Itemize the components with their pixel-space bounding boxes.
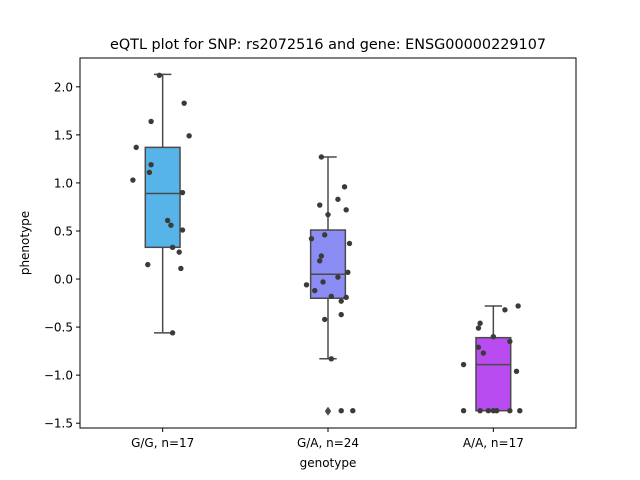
- y-tick-label: −0.5: [44, 321, 73, 335]
- data-point: [477, 408, 483, 414]
- x-axis-label: genotype: [300, 456, 357, 470]
- outlier-marker: [325, 407, 331, 416]
- data-point: [507, 408, 513, 414]
- data-point: [460, 361, 467, 368]
- y-tick-label: 2.0: [54, 80, 73, 94]
- data-point: [308, 235, 315, 242]
- data-point: [517, 408, 523, 414]
- axes-layer: 2.0 1.5 1.0 0.5 0.0 −0.5 −1.0 −1.5 G/G, n=17 G/A,…: [44, 80, 524, 450]
- data-point: [343, 207, 349, 213]
- data-point: [178, 265, 184, 272]
- data-point: [168, 222, 174, 228]
- plot-frame: [79, 57, 577, 429]
- data-point: [338, 298, 344, 304]
- data-point: [346, 240, 353, 247]
- box-iqr: [144, 146, 181, 249]
- data-point: [169, 244, 176, 251]
- y-tick-label: 0.5: [54, 224, 73, 238]
- y-tick-label: −1.0: [44, 369, 73, 383]
- points-layer: [130, 72, 523, 414]
- data-point: [312, 287, 318, 294]
- x-tick-label: A/A, n=17: [463, 436, 524, 450]
- data-point: [181, 100, 187, 106]
- boxes-layer: [144, 73, 512, 416]
- data-point: [477, 320, 483, 326]
- data-point: [318, 253, 325, 259]
- data-point: [490, 334, 497, 340]
- data-point: [318, 154, 325, 160]
- data-point: [493, 408, 500, 414]
- data-point: [507, 338, 513, 345]
- chart-title: eQTL plot for SNP: rs2072516 and gene: E…: [110, 37, 546, 53]
- x-tick-label: G/A, n=24: [297, 436, 359, 450]
- data-point: [133, 144, 139, 151]
- data-point: [475, 325, 482, 331]
- data-point: [317, 202, 323, 208]
- y-tick-label: −1.5: [44, 417, 73, 431]
- y-tick-label: 1.5: [54, 128, 73, 142]
- data-point: [303, 282, 310, 288]
- data-point: [156, 72, 163, 78]
- data-point: [320, 279, 326, 285]
- data-point: [338, 311, 344, 318]
- x-tick-label: G/G, n=17: [131, 436, 194, 450]
- data-point: [343, 294, 349, 300]
- data-point: [148, 161, 154, 168]
- data-point: [328, 293, 335, 300]
- data-point: [350, 408, 356, 414]
- data-point: [335, 274, 341, 280]
- data-point: [480, 350, 487, 356]
- data-point: [145, 261, 151, 268]
- data-point: [169, 330, 176, 336]
- data-point: [179, 227, 186, 233]
- data-point: [186, 133, 192, 139]
- data-point: [328, 356, 335, 362]
- data-point: [325, 211, 331, 218]
- y-tick-label: 1.0: [54, 176, 73, 190]
- data-point: [164, 217, 171, 224]
- data-point: [475, 344, 482, 350]
- data-point: [345, 269, 351, 276]
- box-iqr: [309, 229, 347, 300]
- data-point: [338, 408, 344, 414]
- data-point: [341, 184, 348, 190]
- box-iqr: [475, 336, 512, 412]
- data-point: [485, 408, 492, 414]
- data-point: [513, 368, 520, 374]
- data-point: [317, 258, 323, 264]
- data-point: [321, 316, 328, 323]
- data-point: [176, 249, 182, 255]
- data-point: [179, 189, 186, 196]
- data-point: [321, 232, 328, 238]
- y-tick-label: 0.0: [54, 273, 73, 287]
- data-point: [335, 196, 341, 202]
- y-axis-label: phenotype: [18, 211, 32, 275]
- data-point: [460, 408, 467, 414]
- data-point: [148, 118, 154, 125]
- data-point: [130, 177, 136, 183]
- data-point: [515, 303, 521, 309]
- data-point: [502, 307, 508, 313]
- data-point: [146, 169, 153, 176]
